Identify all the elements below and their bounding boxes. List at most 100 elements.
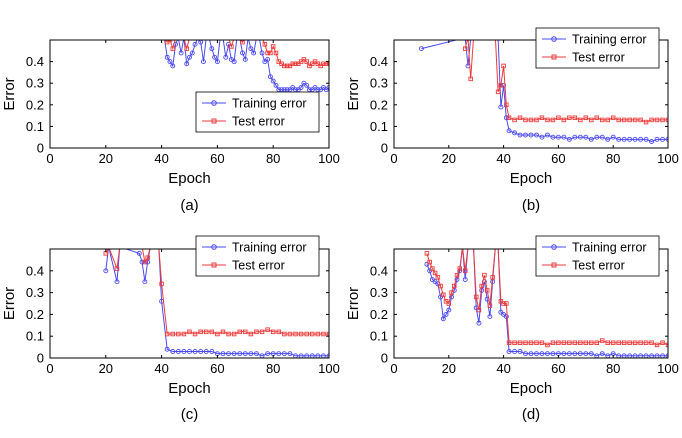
axes-frame — [49, 39, 330, 149]
test-error-point — [245, 40, 251, 41]
training-error-point — [145, 259, 151, 265]
test-error-point — [170, 46, 176, 51]
test-error-point — [654, 342, 660, 348]
training-error-point — [235, 40, 239, 41]
test-error-point — [315, 331, 321, 337]
test-error-point — [206, 40, 212, 41]
test-error-point — [605, 340, 610, 345]
test-error-point — [479, 40, 484, 41]
test-error-point — [517, 340, 523, 345]
training-error-point — [528, 132, 534, 138]
y-tick-label: 0.4 — [26, 263, 44, 278]
legend-label: Training error — [572, 33, 647, 47]
legend-marker-circle — [211, 100, 217, 106]
x-axis-label: Epoch — [168, 380, 211, 397]
test-error-point — [117, 249, 122, 250]
test-error-point — [567, 340, 572, 345]
test-error-point — [170, 331, 176, 337]
panel-caption: (b) — [522, 197, 540, 214]
test-error-point — [632, 340, 638, 345]
training-error-point — [205, 40, 208, 41]
chart-panel-d: 0 20 40 60 80 100 0 0.1 0.2 0.3 0.4 Epoch Error (d) Tr… — [345, 235, 679, 423]
y-tick-label: 0.3 — [26, 76, 44, 91]
test-error-point — [616, 117, 621, 123]
test-error-point — [556, 115, 561, 121]
legend: Training error Test error — [195, 91, 320, 133]
training-error-point — [164, 346, 170, 352]
training-error-point — [501, 82, 507, 88]
training-error-point — [136, 250, 142, 256]
test-error-point — [476, 40, 482, 41]
test-error-point — [572, 340, 578, 345]
training-error-point — [497, 249, 500, 250]
training-error-point — [469, 249, 472, 250]
test-error-point — [523, 340, 528, 345]
training-error-point — [187, 349, 192, 354]
training-error-point — [665, 136, 668, 142]
y-tick-label: 0.2 — [370, 97, 388, 112]
test-error-point — [589, 117, 594, 123]
test-error-point — [243, 329, 248, 335]
test-error-point — [270, 329, 276, 335]
training-error-point — [242, 351, 248, 357]
test-error-point — [594, 340, 600, 345]
test-error-point — [209, 329, 215, 335]
panel-caption: (d) — [522, 406, 540, 423]
x-tick-label: 100 — [318, 361, 340, 376]
chart-panel-b: 0 20 40 60 80 100 0 0.1 0.2 0.3 0.4 Epoch Error (b) Tr… — [345, 27, 679, 214]
test-error-point — [243, 40, 248, 41]
test-error-point — [187, 329, 192, 335]
training-error-point — [298, 85, 304, 90]
x-tick-label: 0 — [390, 361, 397, 376]
test-error-point — [231, 40, 237, 41]
test-error-point — [621, 340, 627, 345]
training-error-point — [566, 136, 572, 142]
test-error-point — [495, 249, 501, 250]
test-error-point — [284, 63, 290, 69]
test-error-point — [181, 40, 187, 41]
training-error-point — [276, 351, 282, 357]
training-error-point — [107, 249, 110, 250]
training-error-point — [326, 353, 329, 358]
test-error-point — [427, 259, 432, 265]
test-error-point — [567, 115, 572, 121]
training-error-point — [248, 46, 254, 52]
test-error-point — [578, 340, 583, 345]
training-error-point — [207, 40, 211, 41]
test-error-point — [234, 40, 240, 41]
test-error-line — [426, 249, 668, 346]
x-tick-label: 80 — [606, 151, 620, 166]
test-error-point — [106, 249, 111, 250]
training-error-point — [483, 40, 486, 41]
legend-marker-square — [211, 262, 217, 268]
training-error-point — [632, 136, 638, 142]
training-error-point — [267, 74, 273, 80]
test-error-line — [464, 40, 668, 123]
test-error-point — [276, 329, 282, 335]
test-error-point — [287, 331, 293, 337]
training-error-point — [238, 40, 241, 41]
training-error-point — [665, 353, 668, 358]
test-error-point — [321, 61, 326, 67]
training-error-point — [177, 40, 180, 41]
y-tick-label: 0.4 — [370, 263, 388, 278]
training-error-point — [114, 279, 120, 285]
training-error-point — [550, 134, 556, 140]
training-error-point — [487, 314, 493, 320]
test-error-point — [468, 76, 473, 82]
training-error-point — [577, 351, 583, 357]
training-error-point — [273, 82, 279, 88]
training-error-point — [462, 277, 468, 282]
training-error-point — [523, 132, 528, 138]
y-tick-label: 0 — [37, 351, 44, 366]
y-axis-label: Error — [1, 77, 18, 110]
training-error-point — [649, 139, 655, 144]
training-error-point — [182, 40, 186, 41]
training-error-point — [496, 40, 500, 41]
test-error-point — [449, 290, 454, 295]
legend-marker-square — [551, 262, 557, 268]
test-error-point — [203, 329, 209, 335]
test-error-point — [561, 340, 567, 345]
training-error-point — [476, 320, 482, 326]
